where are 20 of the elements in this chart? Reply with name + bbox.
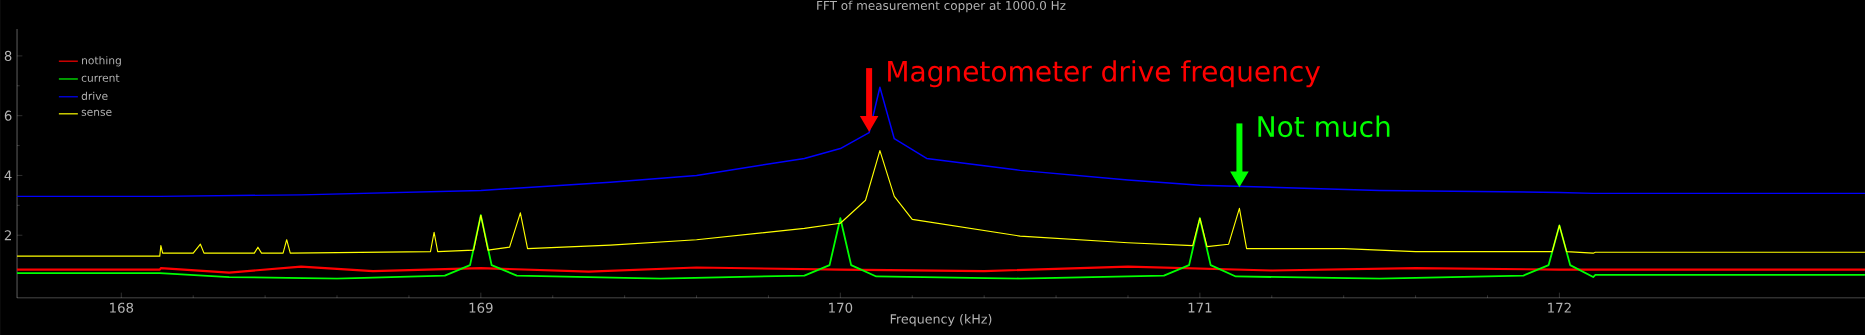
x-tick-label: 170 [829, 302, 853, 313]
line-series [16, 150, 1865, 257]
legend-label: drive [81, 91, 108, 100]
y-tick-label: 4 [4, 170, 12, 181]
legend-label: sense [81, 109, 112, 116]
x-axis-title: Frequency (kHz) [890, 313, 992, 327]
x-tick-label: 171 [1188, 302, 1212, 313]
annotation: Magnetometer drive frequency [888, 60, 1321, 88]
legend-label: nothing [82, 56, 121, 67]
x-tick-label: 172 [1548, 302, 1571, 313]
y-tick-label: 6 [4, 110, 12, 121]
y-tick-label: 8 [4, 50, 12, 61]
legend-label: current [81, 74, 120, 82]
line-series [16, 86, 1865, 198]
line-series [16, 214, 1865, 280]
x-tick-label: 169 [469, 302, 493, 313]
y-tick-label: 2 [4, 230, 11, 241]
x-tick-label: 168 [110, 302, 134, 313]
chart-title: FFT of measurement copper at 1000.0 Hz [817, 0, 1066, 13]
annotation: Not much [1258, 115, 1390, 138]
